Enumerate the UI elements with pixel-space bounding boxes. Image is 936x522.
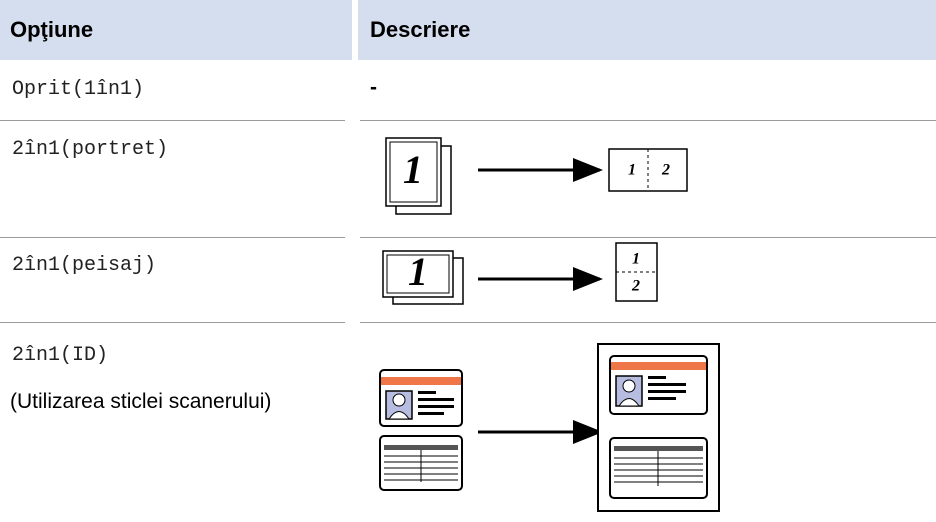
- row-separator: [0, 237, 345, 238]
- option: 2în1(portret): [12, 138, 169, 161]
- page-number: 1: [632, 251, 640, 268]
- page-number: 2: [661, 162, 670, 179]
- option-note: (Utilizarea sticlei scanerului): [10, 390, 272, 413]
- row-separator: [360, 237, 936, 238]
- option: 2în1(ID): [12, 344, 109, 367]
- row-separator: [0, 322, 345, 323]
- option: 2în1(peisaj): [12, 254, 157, 277]
- row-separator: [360, 120, 936, 121]
- row-separator: [360, 322, 936, 323]
- page-number: 2: [631, 278, 640, 295]
- row-separator: [0, 120, 345, 121]
- id-diagram: [379, 343, 720, 512]
- page-number: 1: [408, 249, 428, 294]
- header-cell: Opţiune: [0, 0, 352, 60]
- header-cell: Descriere: [358, 0, 936, 60]
- page-number: 1: [628, 162, 636, 179]
- portrait-diagram: [385, 137, 688, 215]
- option: Oprit(1în1): [12, 78, 145, 101]
- description: -: [370, 76, 377, 99]
- page-number: 1: [403, 147, 423, 192]
- landscape-diagram: [382, 242, 658, 305]
